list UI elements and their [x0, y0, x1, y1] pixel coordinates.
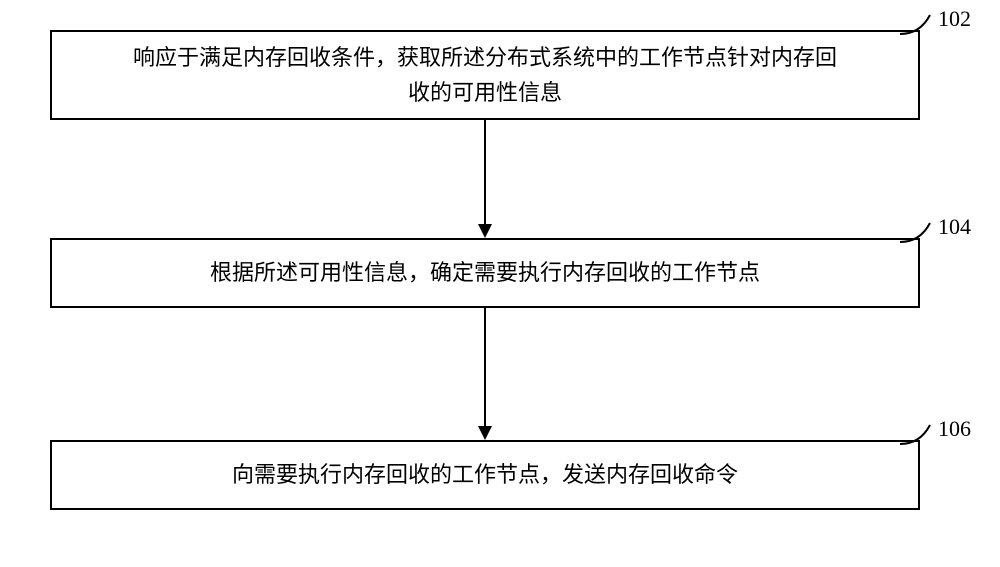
callout-label-104: 104	[938, 214, 971, 240]
arrow-102-104	[475, 120, 495, 238]
flow-node-102-text: 响应于满足内存回收条件，获取所述分布式系统中的工作节点针对内存回 收的可用性信息	[133, 40, 837, 110]
flow-node-102: 响应于满足内存回收条件，获取所述分布式系统中的工作节点针对内存回 收的可用性信息	[50, 30, 920, 120]
flow-node-104-text: 根据所述可用性信息，确定需要执行内存回收的工作节点	[210, 255, 760, 290]
callout-label-106: 106	[938, 416, 971, 442]
flow-node-106-text: 向需要执行内存回收的工作节点，发送内存回收命令	[232, 457, 738, 492]
flow-node-104: 根据所述可用性信息，确定需要执行内存回收的工作节点	[50, 238, 920, 308]
arrow-104-106	[475, 308, 495, 440]
flow-node-106: 向需要执行内存回收的工作节点，发送内存回收命令	[50, 440, 920, 510]
callout-label-102: 102	[938, 6, 971, 32]
flowchart-canvas: 响应于满足内存回收条件，获取所述分布式系统中的工作节点针对内存回 收的可用性信息…	[0, 0, 1000, 567]
